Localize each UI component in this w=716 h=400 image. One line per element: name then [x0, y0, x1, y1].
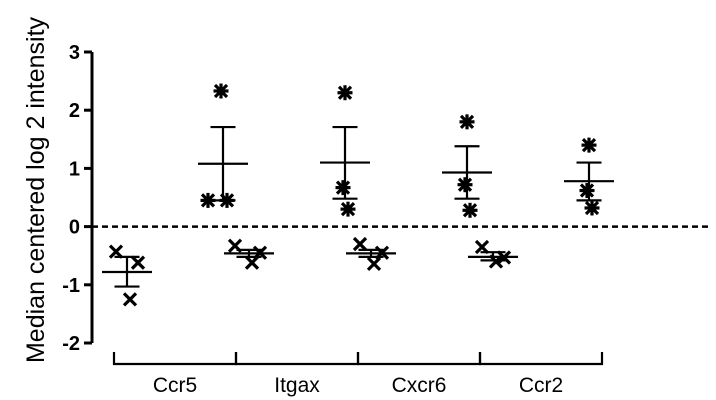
y-tick-label: -1: [62, 275, 80, 297]
asterisk-marker: [579, 183, 595, 199]
group-brackets: Ccr5 Itgax Cxcr6 Ccr2: [112, 352, 604, 397]
x-marker: [227, 238, 243, 253]
group-bracket: [234, 352, 360, 366]
asterisk-marker: [337, 85, 353, 101]
x-marker: [108, 244, 124, 259]
y-tick-label: -2: [62, 333, 80, 355]
asterisk-marker: [457, 177, 473, 193]
asterisk-marker: [584, 200, 600, 216]
y-tick-label: 1: [69, 158, 80, 180]
data-points: [108, 83, 600, 307]
x-marker: [474, 239, 490, 255]
mean-sem-bars: [102, 125, 614, 288]
y-axis-title: Median centered log 2 intensity: [22, 16, 50, 363]
x-marker: [122, 292, 138, 307]
x-marker: [352, 236, 368, 252]
group-label: Itgax: [274, 374, 320, 397]
group-bracket: [356, 352, 482, 366]
x-marker: [496, 250, 512, 265]
x-marker: [366, 256, 382, 271]
asterisk-marker: [219, 192, 235, 208]
y-tick-label: 3: [69, 42, 80, 64]
group-bracket: [478, 352, 604, 366]
asterisk-marker: [581, 137, 597, 153]
group-label: Ccr5: [153, 374, 197, 397]
group-bracket: [112, 352, 238, 366]
x-marker: [130, 255, 146, 270]
asterisk-marker: [462, 202, 478, 218]
group-label: Cxcr6: [392, 374, 447, 397]
asterisk-marker: [335, 180, 351, 196]
axes: -2 -1 0 1 2 3: [62, 42, 712, 355]
asterisk-marker: [459, 114, 475, 130]
x-marker: [488, 254, 504, 269]
asterisk-marker: [200, 192, 216, 208]
group-label: Ccr2: [519, 374, 563, 397]
y-tick-label: 0: [69, 217, 80, 239]
x-marker: [244, 255, 260, 270]
y-tick-label: 2: [69, 100, 80, 122]
x-marker: [374, 245, 390, 260]
asterisk-marker: [340, 201, 356, 217]
asterisk-marker: [213, 83, 229, 99]
